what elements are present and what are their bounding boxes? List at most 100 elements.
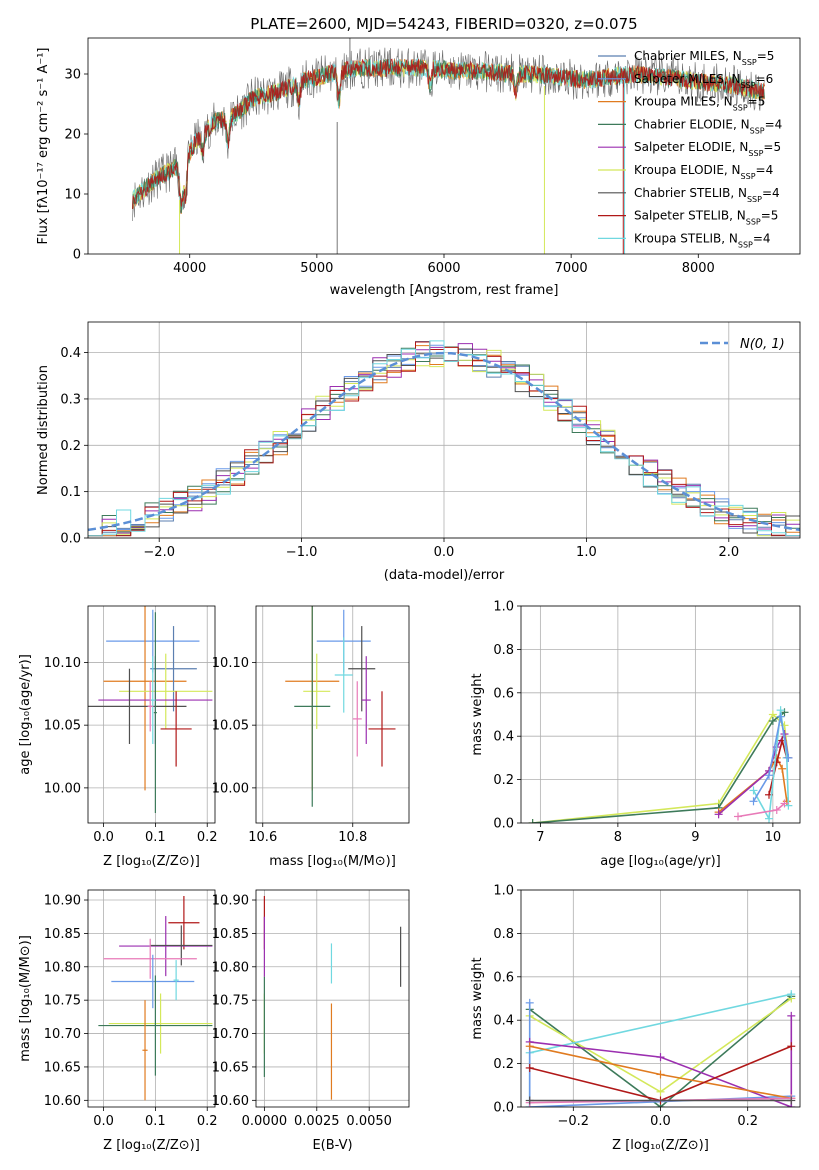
y-tick-label: 1.0 xyxy=(493,884,514,899)
axes-frame xyxy=(87,889,216,1108)
weight-line xyxy=(752,716,790,802)
x-tick-label: 0.1 xyxy=(145,830,166,845)
x-tick-label: 4000 xyxy=(173,261,206,276)
axes-frame xyxy=(255,889,410,1108)
axes-frame xyxy=(520,605,801,824)
ticks-mass_weight_vs_age: 7 8 9 10 0.0 0.2 0.4 0.6 0.8 1.0 xyxy=(493,600,781,846)
y-tick-label: 30 xyxy=(64,68,81,83)
x-tick-label: 6000 xyxy=(427,261,460,276)
residual-legend: N(0, 1) xyxy=(700,337,785,352)
x-axis-label: E(B-V) xyxy=(312,1138,352,1153)
spectrum-legend: Chabrier MILES, NSSP=5 Salpeter MILES, NS… xyxy=(598,49,782,249)
y-tick-label: 0 xyxy=(73,248,81,263)
grid-age_vs_mass xyxy=(256,606,409,823)
legend-label: Salpeter ELODIE, NSSP=5 xyxy=(634,140,781,158)
axes-frame xyxy=(87,321,801,539)
y-tick-label: 0.4 xyxy=(493,1014,514,1029)
y-tick-label: 0.6 xyxy=(493,970,514,985)
y-tick-label: 0.0 xyxy=(493,1101,514,1116)
x-tick-label: 9 xyxy=(691,830,699,845)
x-tick-label: 1.0 xyxy=(576,545,597,560)
x-tick-label: 0.2 xyxy=(197,1114,218,1129)
y-axis-label: age [log₁₀(age/yr)] xyxy=(18,654,33,775)
legend-label: Chabrier STELIB, NSSP=4 xyxy=(634,186,780,204)
x-tick-label: 10.6 xyxy=(248,830,277,845)
x-tick-label: 10.8 xyxy=(338,830,367,845)
y-tick-label: 0.4 xyxy=(493,730,514,745)
x-axis-label: wavelength [Angstrom, rest frame] xyxy=(330,283,559,298)
y-tick-label: 10.90 xyxy=(44,894,81,909)
y-tick-label: 10.05 xyxy=(212,719,249,734)
x-axis-label: Z [log₁₀(Z/Z⊙)] xyxy=(103,854,200,869)
axes-age_vs_Z: 0.0 0.1 0.2 10.00 10.05 10.10 Z [log₁₀(Z/Z⊙)] a… xyxy=(18,605,218,869)
x-tick-label: 0.0 xyxy=(650,1114,671,1129)
ticks-mass_vs_Z: 0.0 0.1 0.2 10.60 10.65 10.70 10.75 10.80 10.85 1… xyxy=(44,894,218,1129)
plot-area-age_vs_Z xyxy=(88,606,213,813)
x-tick-label: −0.2 xyxy=(558,1114,590,1129)
y-tick-label: 10.00 xyxy=(212,781,249,796)
ticks-residuals: −2.0 −1.0 0.0 1.0 2.0 0.0 0.1 0.2 0.3 0.4 xyxy=(60,346,739,560)
y-tick-label: 10.05 xyxy=(44,719,81,734)
y-axis-label: mass [log₁₀(M/M⊙)] xyxy=(18,935,33,1062)
y-tick-label: 10.70 xyxy=(44,1027,81,1042)
x-axis-label: age [log₁₀(age/yr)] xyxy=(600,854,721,869)
y-tick-label: 0.3 xyxy=(60,392,81,407)
legend-label: Kroupa STELIB, NSSP=4 xyxy=(634,231,771,249)
axes-mass_weight_vs_Z: −0.2 0.0 0.2 0.0 0.2 0.4 0.6 0.8 1.0 Z [log₁₀(Z/Z… xyxy=(470,884,801,1153)
plot-area-age_vs_mass xyxy=(285,606,396,807)
x-tick-label: 7 xyxy=(536,830,544,845)
x-tick-label: −1.0 xyxy=(286,545,318,560)
y-tick-label: 0.8 xyxy=(493,643,514,658)
y-tick-label: 0.1 xyxy=(60,485,81,500)
legend-label: Kroupa ELODIE, NSSP=4 xyxy=(634,163,773,181)
x-tick-label: 0.0000 xyxy=(242,1114,288,1129)
grid-mass_weight_vs_age xyxy=(521,605,800,824)
histogram-kroupa-stelib xyxy=(88,340,800,537)
x-tick-label: 8000 xyxy=(682,261,715,276)
plot-area-mass_weight_vs_Z xyxy=(525,990,796,1107)
legend-label: Salpeter MILES, NSSP=6 xyxy=(634,72,773,90)
y-tick-label: 10.00 xyxy=(44,781,81,796)
y-axis-label: mass weight xyxy=(470,957,485,1039)
x-tick-label: 0.1 xyxy=(145,1114,166,1129)
axes-age_vs_mass: 10.6 10.8 10.00 10.05 10.10 mass [log₁₀(M/M⊙)… xyxy=(212,605,410,869)
y-tick-label: 10.90 xyxy=(212,894,249,909)
axes-frame xyxy=(255,605,410,824)
y-tick-label: 10.10 xyxy=(212,656,249,671)
y-tick-label: 10.70 xyxy=(212,1027,249,1042)
axes-mass_vs_EBV: 0.0000 0.0025 0.0050 10.60 10.65 10.70 10.75 10… xyxy=(212,889,410,1153)
x-tick-label: 0.0 xyxy=(93,1114,114,1129)
plots-layer: 4000 5000 6000 7000 8000 0 10 20 30 wavelength [A… xyxy=(18,37,801,1153)
plot-area-mass_vs_Z xyxy=(98,896,213,1101)
y-axis-label: mass weight xyxy=(470,673,485,755)
y-tick-label: 10.65 xyxy=(212,1060,249,1075)
y-tick-label: 10.10 xyxy=(44,656,81,671)
normal-curve xyxy=(88,351,800,532)
y-axis-label: Flux [fλ10⁻¹⁷ erg cm⁻² s⁻¹ A⁻¹] xyxy=(36,48,51,245)
axes-frame xyxy=(87,605,216,824)
x-tick-label: 0.0025 xyxy=(294,1114,340,1129)
y-tick-label: 0.2 xyxy=(60,439,81,454)
x-tick-label: 5000 xyxy=(300,261,333,276)
x-tick-label: −2.0 xyxy=(143,545,175,560)
y-tick-label: 0.4 xyxy=(60,346,81,361)
weight-line xyxy=(532,711,785,823)
ticks-mass_weight_vs_Z: −0.2 0.0 0.2 0.0 0.2 0.4 0.6 0.8 1.0 xyxy=(493,884,758,1130)
spectrum-line xyxy=(132,58,765,210)
x-axis-label: Z [log₁₀(Z/Z⊙)] xyxy=(103,1138,200,1153)
figure-title: PLATE=2600, MJD=54243, FIBERID=0320, z=0… xyxy=(250,15,637,33)
y-tick-label: 10.80 xyxy=(44,960,81,975)
grid-mass_vs_EBV xyxy=(256,890,409,1107)
grid-mass_vs_Z xyxy=(88,890,215,1107)
legend-label: Chabrier ELODIE, NSSP=4 xyxy=(634,117,782,135)
legend-label: Chabrier MILES, NSSP=5 xyxy=(634,49,774,67)
legend-label: Kroupa MILES, NSSP=5 xyxy=(634,95,765,113)
plot-area-mass_weight_vs_age xyxy=(528,706,793,823)
y-tick-label: 1.0 xyxy=(493,600,514,615)
y-tick-label: 10.75 xyxy=(212,994,249,1009)
x-tick-label: 7000 xyxy=(555,261,588,276)
legend-label: Salpeter STELIB, NSSP=5 xyxy=(634,209,778,227)
axes-frame xyxy=(87,37,801,255)
x-tick-label: 0.0 xyxy=(93,830,114,845)
